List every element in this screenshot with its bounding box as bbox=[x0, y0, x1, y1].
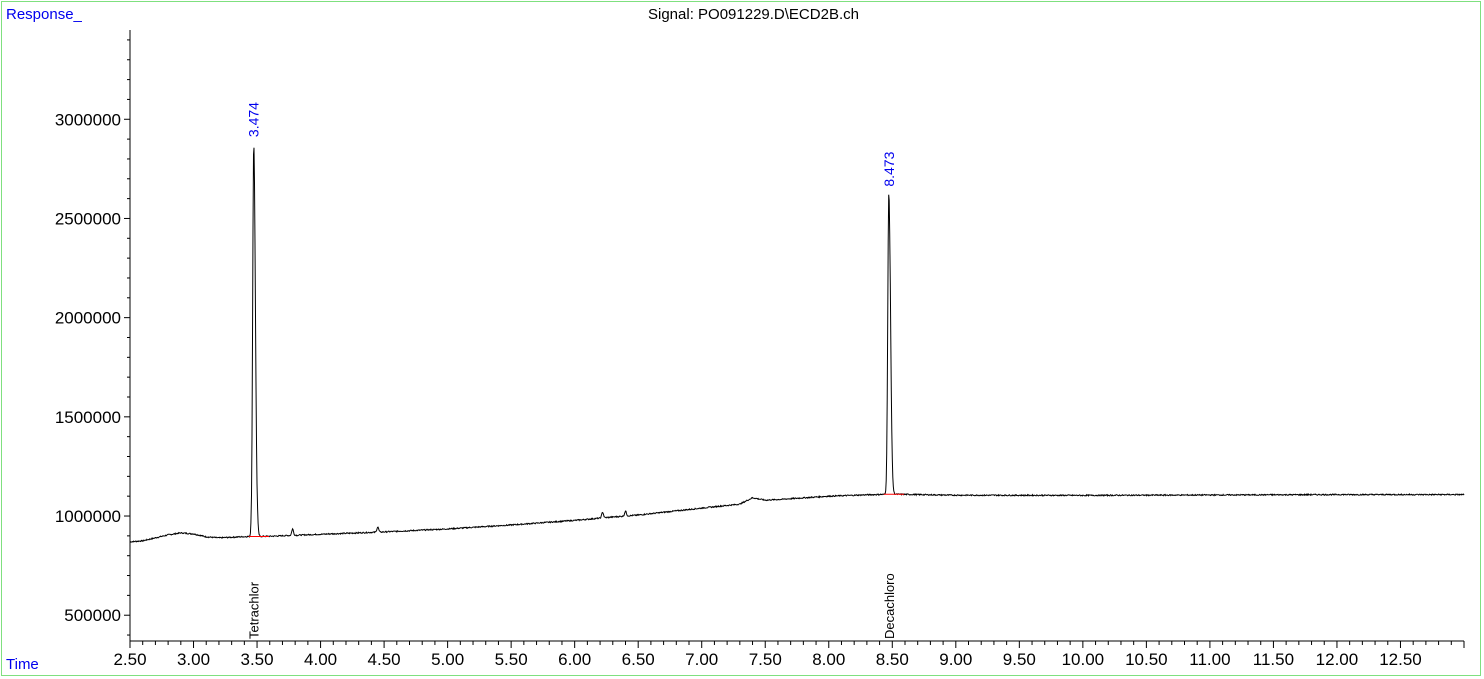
x-tick-label: 12.50 bbox=[1379, 650, 1422, 669]
x-tick-label: 3.00 bbox=[177, 650, 210, 669]
signal-trace bbox=[129, 147, 1465, 543]
peak-retention-label: 8.473 bbox=[881, 151, 897, 186]
axes-group: 500000 1000000 1500000 2000000 2500000 300000… bbox=[55, 30, 1465, 669]
x-tick-label: 6.00 bbox=[558, 650, 591, 669]
x-tick-label: 8.50 bbox=[876, 650, 909, 669]
x-tick-label: 9.00 bbox=[939, 650, 972, 669]
y-tick-label: 500000 bbox=[64, 606, 121, 625]
x-tick-label: 9.50 bbox=[1003, 650, 1036, 669]
y-tick-label: 2500000 bbox=[55, 209, 121, 228]
x-tick-label: 5.50 bbox=[495, 650, 528, 669]
x-tick-label: 12.00 bbox=[1316, 650, 1359, 669]
x-tick-label: 7.50 bbox=[749, 650, 782, 669]
x-tick-label: 5.00 bbox=[431, 650, 464, 669]
x-tick-label: 10.00 bbox=[1062, 650, 1105, 669]
y-tick-label: 1000000 bbox=[55, 507, 121, 526]
x-tick-label: 7.00 bbox=[685, 650, 718, 669]
x-tick-label: 2.50 bbox=[113, 650, 146, 669]
peak-retention-label: 3.474 bbox=[246, 102, 262, 137]
peak-compound-label: Tetrachlor bbox=[247, 581, 262, 639]
y-tick-label: 3000000 bbox=[55, 110, 121, 129]
y-tick-label: 2000000 bbox=[55, 309, 121, 328]
x-tick-label: 10.50 bbox=[1125, 650, 1168, 669]
x-tick-label: 11.00 bbox=[1189, 650, 1230, 669]
labels-group: 3.474 Tetrachlor 8.473 Decachloro bbox=[246, 102, 897, 639]
y-axis-caption: Response_ bbox=[6, 6, 82, 23]
x-axis-caption: Time bbox=[6, 656, 39, 673]
x-tick-label: 8.00 bbox=[812, 650, 845, 669]
peak-compound-label: Decachloro bbox=[882, 573, 897, 639]
x-tick-label: 6.50 bbox=[622, 650, 655, 669]
x-tick-label: 4.00 bbox=[304, 650, 337, 669]
x-tick-label: 3.50 bbox=[241, 650, 274, 669]
y-tick-label: 1500000 bbox=[55, 408, 121, 427]
x-tick-label: 4.50 bbox=[368, 650, 401, 669]
trace-group bbox=[129, 147, 1465, 543]
signal-title: Signal: PO091229.D\ECD2B.ch bbox=[648, 6, 859, 23]
x-tick-label: 11.50 bbox=[1253, 650, 1294, 669]
